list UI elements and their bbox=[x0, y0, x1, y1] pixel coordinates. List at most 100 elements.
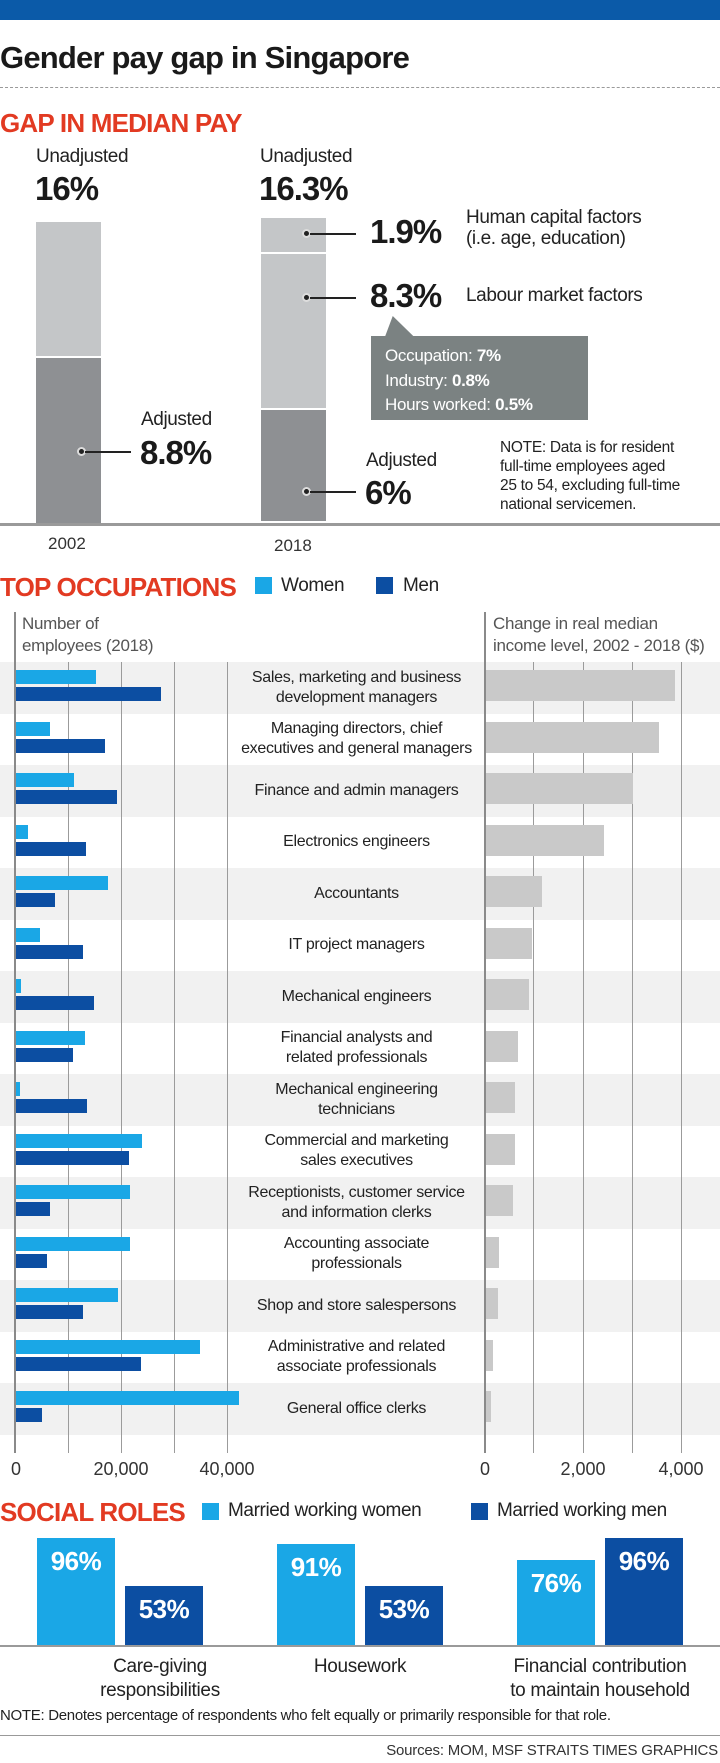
breakdown-industry: Industry: 0.8% bbox=[385, 370, 490, 390]
gridline-left bbox=[121, 662, 122, 1453]
tick-right-4000: 4,000 bbox=[658, 1459, 704, 1479]
occupation-label-line: Commercial and marketing bbox=[264, 1132, 449, 1150]
occupation-label: Receptionists, customer service and infor… bbox=[229, 1177, 484, 1229]
income-change-bar bbox=[486, 1030, 519, 1062]
legend-married-women-swatch bbox=[202, 1503, 219, 1520]
occupation-label-line: Accounting associate bbox=[283, 1235, 430, 1253]
occupation-label-line: Accountants bbox=[314, 884, 399, 902]
leader-line bbox=[310, 491, 356, 493]
breakdown-occupation: Occupation: 7% bbox=[385, 346, 501, 365]
occupations-heading: TOP OCCUPATIONS bbox=[0, 572, 237, 602]
occupation-label-line: related professionals bbox=[285, 1049, 428, 1067]
role-label-line: Housework bbox=[313, 1656, 407, 1677]
men-bar bbox=[16, 1356, 141, 1371]
human-capital-label: Human capital factors (i.e. age, educati… bbox=[466, 207, 642, 249]
gridline-right bbox=[583, 662, 584, 1453]
income-change-bar bbox=[486, 824, 604, 856]
occupation-label-line: Finance and admin managers bbox=[254, 781, 459, 799]
social-heading: SOCIAL ROLES bbox=[0, 1497, 186, 1527]
income-axis-title: Change in real median income level, 2002… bbox=[493, 613, 705, 657]
income-change-bar bbox=[486, 1185, 513, 1216]
gridline-left bbox=[174, 662, 175, 1453]
header-line: income level, 2002 - 2018 ($) bbox=[493, 636, 705, 655]
women-bar bbox=[16, 721, 50, 736]
leader-line bbox=[310, 297, 356, 299]
social-baseline bbox=[0, 1645, 720, 1647]
unadjusted-label-2002: Unadjusted bbox=[36, 146, 129, 167]
bar-2002-unexplained bbox=[36, 222, 101, 356]
legend-men-swatch bbox=[376, 577, 393, 594]
callout-pointer bbox=[378, 316, 414, 336]
income-change-bar bbox=[486, 979, 529, 1010]
left-axis bbox=[14, 612, 16, 1453]
occupation-label-line: executives and general managers bbox=[241, 740, 472, 758]
men-bar bbox=[16, 790, 117, 804]
women-bar bbox=[16, 876, 109, 890]
social-note: NOTE: Denotes percentage of respondents … bbox=[0, 1707, 611, 1724]
occupation-label-line: General office clerks bbox=[286, 1399, 427, 1417]
legend-married-women: Married working women bbox=[228, 1500, 422, 1521]
women-bar bbox=[16, 1082, 21, 1096]
gridline-right bbox=[681, 662, 682, 1453]
income-change-bar bbox=[486, 1391, 491, 1422]
role-category-label: Housework bbox=[230, 1655, 490, 1679]
men-bar bbox=[16, 893, 56, 907]
gap-note: NOTE: Data is for resident full-time emp… bbox=[500, 438, 680, 514]
footer-divider bbox=[0, 1735, 720, 1736]
breakdown-hours: Hours worked: 0.5% bbox=[385, 395, 533, 414]
men-bar bbox=[16, 1150, 130, 1165]
women-bar bbox=[16, 979, 22, 993]
occupation-label-line: development managers bbox=[275, 688, 438, 706]
men-bar bbox=[16, 1099, 88, 1113]
men-bar bbox=[16, 687, 162, 701]
occupation-row bbox=[0, 868, 720, 920]
bar-2018-adjusted bbox=[261, 410, 326, 521]
gridline-right bbox=[632, 662, 633, 1453]
labour-breakdown-callout: Occupation: 7% Industry: 0.8% Hours work… bbox=[371, 336, 588, 420]
adjusted-label-2018: Adjusted bbox=[366, 450, 437, 471]
income-change-bar bbox=[486, 721, 660, 753]
adjusted-label-2002: Adjusted bbox=[141, 409, 212, 430]
tick-left-0: 0 bbox=[10, 1459, 22, 1479]
men-bar bbox=[16, 1047, 74, 1062]
unadjusted-value-2002: 16% bbox=[35, 170, 99, 207]
unadjusted-value-2018: 16.3% bbox=[259, 170, 349, 207]
role-label-line: Care-giving bbox=[113, 1656, 207, 1677]
page-title: Gender pay gap in Singapore bbox=[0, 40, 410, 75]
role-label-line: Financial contribution bbox=[513, 1656, 687, 1677]
men-bar bbox=[16, 996, 95, 1010]
women-bar bbox=[16, 1288, 119, 1302]
income-change-bar bbox=[486, 1339, 494, 1371]
gap-baseline bbox=[0, 523, 720, 526]
leader-line bbox=[310, 233, 356, 235]
men-bar bbox=[16, 1305, 83, 1319]
employees-axis-title: Number of employees (2018) bbox=[22, 613, 154, 657]
header-line: employees (2018) bbox=[22, 636, 154, 655]
income-change-bar bbox=[486, 1133, 515, 1165]
women-bar bbox=[16, 1339, 201, 1354]
occupation-label: Shop and store salespersons bbox=[229, 1280, 484, 1332]
occupation-label-line: Mechanical engineers bbox=[281, 987, 432, 1005]
occupation-label: Managing directors, chief executives and … bbox=[229, 714, 484, 766]
occupation-label: Accountants bbox=[229, 868, 484, 920]
legend-women: Women bbox=[281, 575, 345, 596]
human-capital-line: Human capital factors bbox=[466, 207, 642, 228]
income-change-bar bbox=[486, 1082, 515, 1113]
tick-left-20000: 20,000 bbox=[93, 1459, 149, 1479]
occupation-row bbox=[0, 971, 720, 1023]
occupation-label: Administrative and related associate prof… bbox=[229, 1332, 484, 1384]
labour-label: Labour market factors bbox=[466, 285, 643, 306]
gridline-right bbox=[533, 662, 534, 1453]
women-bar bbox=[16, 1133, 143, 1148]
income-change-bar bbox=[486, 1288, 499, 1319]
divider bbox=[0, 87, 720, 88]
occupation-label: Mechanical engineers bbox=[229, 971, 484, 1023]
gridline-left bbox=[227, 662, 228, 1453]
human-capital-value: 1.9% bbox=[370, 213, 442, 250]
men-bar bbox=[16, 944, 83, 959]
bar-2018-labour bbox=[261, 254, 326, 409]
occupation-row bbox=[0, 1074, 720, 1126]
men-bar: 96% bbox=[605, 1537, 683, 1645]
unadjusted-label-2018: Unadjusted bbox=[260, 146, 353, 167]
occupation-label-line: Mechanical engineering bbox=[275, 1080, 438, 1098]
